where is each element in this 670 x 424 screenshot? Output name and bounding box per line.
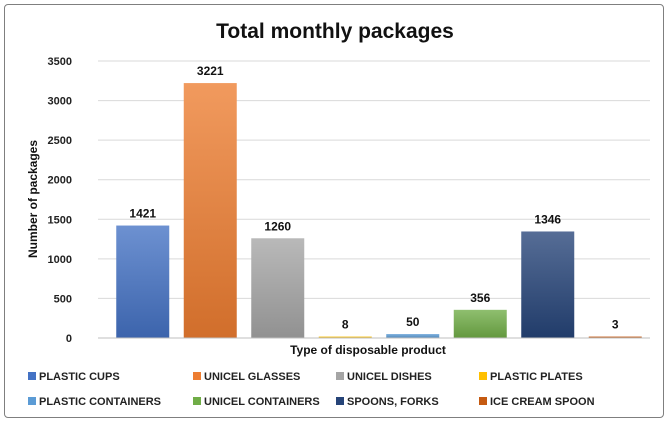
data-label: 50 — [406, 315, 420, 329]
bar-ice-cream-spoon — [588, 336, 642, 338]
y-axis-label: Number of packages — [26, 140, 40, 258]
bar-unicel-dishes — [251, 238, 305, 338]
legend-label: PLASTIC CONTAINERS — [39, 396, 161, 408]
bar-plastic-plates — [318, 336, 372, 338]
legend-label: UNICEL DISHES — [347, 371, 432, 383]
y-axis-ticks: 0 500 1000 1500 2000 2500 3000 3500 — [48, 56, 72, 345]
y-tick-label: 1500 — [48, 214, 72, 226]
data-label: 1421 — [129, 207, 156, 221]
data-label: 1260 — [264, 219, 291, 233]
chart-title: Total monthly packages — [216, 20, 454, 43]
y-tick-label: 0 — [66, 333, 72, 345]
legend-item: PLASTIC CUPS — [28, 371, 120, 383]
legend-swatch — [28, 397, 36, 405]
bar-spoons-forks — [521, 231, 575, 338]
legend-item: ICE CREAM SPOON — [479, 396, 595, 408]
data-label: 3221 — [197, 64, 224, 78]
legend: PLASTIC CUPS UNICEL GLASSES UNICEL DISHES P… — [28, 371, 595, 408]
legend-label: UNICEL CONTAINERS — [204, 396, 320, 408]
bars — [116, 83, 642, 338]
legend-swatch — [336, 397, 344, 405]
legend-label: PLASTIC CUPS — [39, 371, 120, 383]
legend-swatch — [479, 372, 487, 380]
data-label: 8 — [342, 318, 349, 332]
y-tick-label: 2000 — [48, 175, 72, 187]
bar-unicel-containers — [453, 309, 507, 338]
y-tick-label: 3000 — [48, 96, 72, 108]
legend-swatch — [193, 397, 201, 405]
legend-swatch — [479, 397, 487, 405]
legend-label: UNICEL GLASSES — [204, 371, 300, 383]
bar-unicel-glasses — [183, 83, 237, 338]
legend-label: PLASTIC PLATES — [490, 371, 583, 383]
legend-item: UNICEL DISHES — [336, 371, 432, 383]
data-label: 1346 — [534, 212, 561, 226]
data-label: 356 — [470, 291, 490, 305]
data-label: 3 — [612, 318, 619, 332]
legend-item: UNICEL GLASSES — [193, 371, 300, 383]
legend-item: UNICEL CONTAINERS — [193, 396, 320, 408]
bar-plastic-containers — [386, 334, 440, 338]
bar-plastic-cups — [116, 225, 170, 338]
legend-item: SPOONS, FORKS — [336, 396, 439, 408]
legend-label: ICE CREAM SPOON — [490, 396, 595, 408]
legend-item: PLASTIC PLATES — [479, 371, 583, 383]
y-tick-label: 2500 — [48, 135, 72, 147]
legend-swatch — [193, 372, 201, 380]
y-tick-label: 500 — [54, 293, 72, 305]
x-axis-label: Type of disposable product — [290, 343, 446, 357]
legend-swatch — [28, 372, 36, 380]
legend-item: PLASTIC CONTAINERS — [28, 396, 161, 408]
legend-label: SPOONS, FORKS — [347, 396, 439, 408]
legend-swatch — [336, 372, 344, 380]
data-labels: 1421 3221 1260 8 50 356 1346 3 — [129, 64, 619, 331]
chart-frame — [4, 4, 664, 418]
y-tick-label: 3500 — [48, 56, 72, 68]
y-tick-label: 1000 — [48, 254, 72, 266]
